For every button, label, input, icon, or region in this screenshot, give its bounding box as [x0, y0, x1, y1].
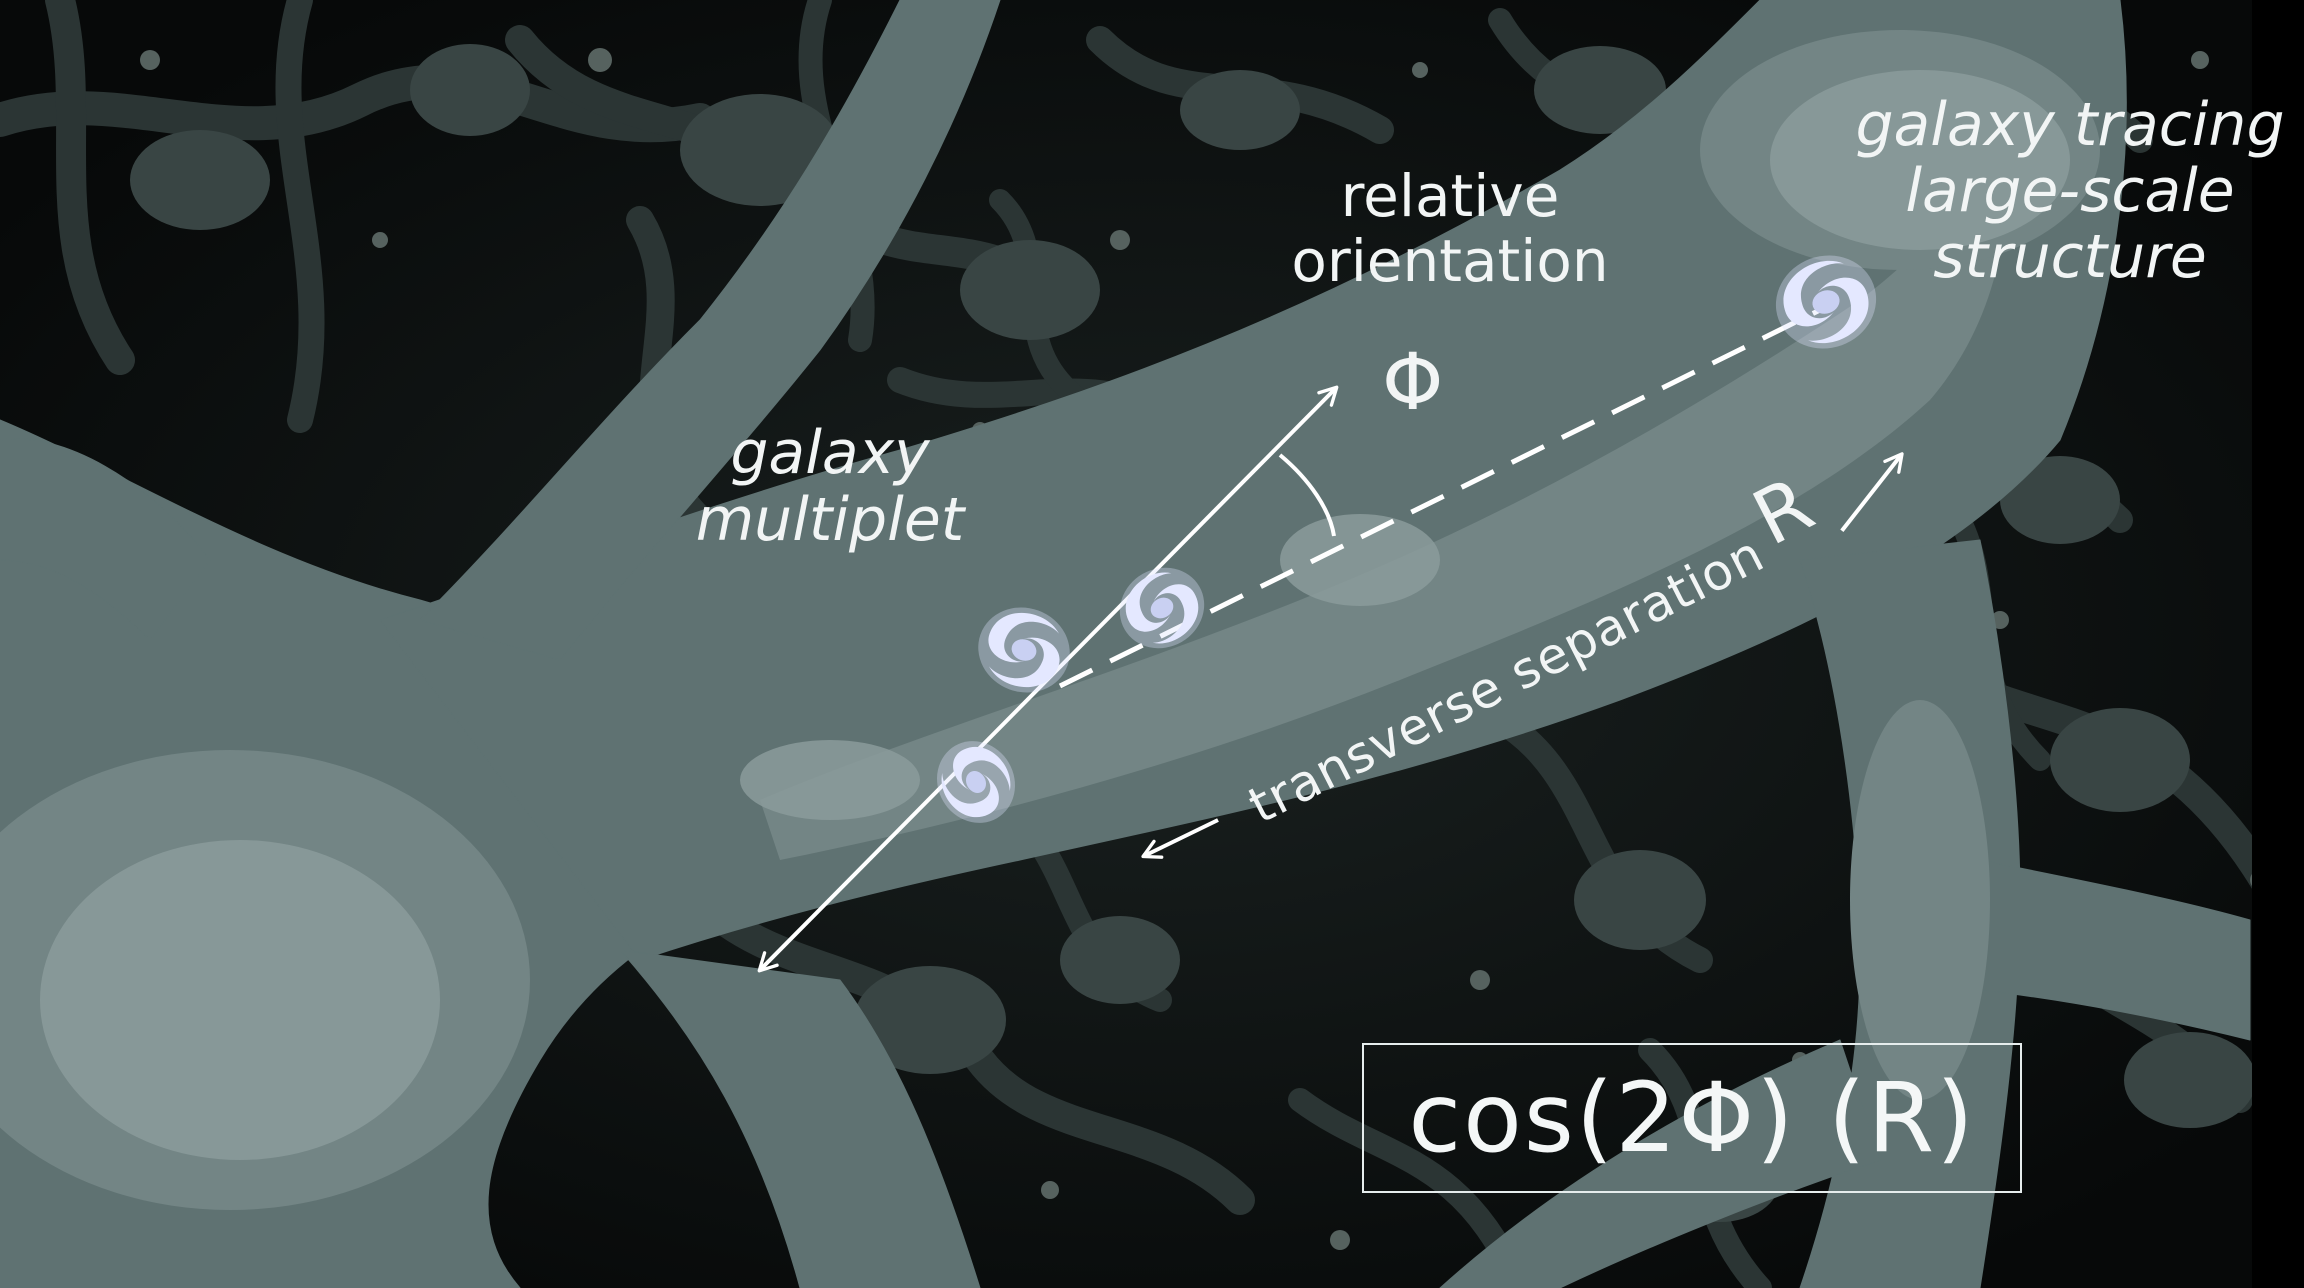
orientation-label-line-1: relative [1340, 162, 1560, 230]
galaxy-tracing-label: galaxy tracing large-scale structure [1840, 92, 2300, 290]
filament-cores [40, 70, 2070, 1160]
orientation-label-line-2: orientation [1291, 226, 1609, 295]
multiplet-label-line-1: galaxy [730, 418, 930, 488]
relative-orientation-label: relative orientation [1240, 164, 1660, 294]
phi-symbol: Φ [1382, 338, 1444, 428]
formula-text: cos(2Φ) (R) [1408, 1062, 1976, 1174]
galaxy-multiplet-label: galaxy multiplet [640, 418, 1020, 556]
multiplet-label-line-2: multiplet [695, 485, 965, 556]
angle-arc [1278, 453, 1336, 537]
right-edge [2252, 0, 2304, 1288]
tracing-label-line-3: structure [1933, 222, 2207, 292]
tracing-label-line-1: galaxy tracing [1855, 90, 2285, 160]
r-arrow-right [1840, 452, 1904, 532]
formula-box: cos(2Φ) (R) [1362, 1043, 2022, 1193]
tracing-label-line-2: large-scale [1905, 156, 2235, 226]
separation-arrow-left [1141, 818, 1219, 859]
